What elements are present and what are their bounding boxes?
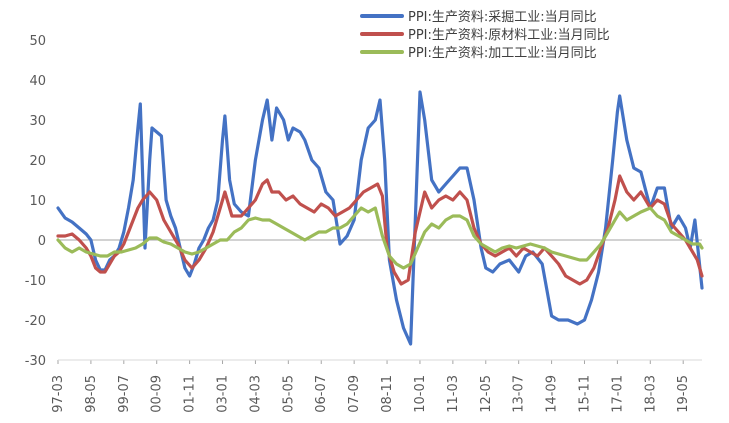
y-tick-label: 40 <box>29 74 46 89</box>
x-tick-label: 18-03 <box>643 375 658 413</box>
x-tick-label: 97-03 <box>51 375 66 413</box>
x-tick-label: 15-11 <box>577 375 592 413</box>
y-tick-label: 50 <box>29 34 46 49</box>
legend-label-1: PPI:生产资料:采掘工业:当月同比 <box>408 10 597 25</box>
series-line-2 <box>56 174 704 286</box>
x-tick-label: 04-03 <box>248 375 263 413</box>
series-layer <box>56 90 704 346</box>
x-tick-label: 01-11 <box>183 375 198 413</box>
y-tick-label: -20 <box>25 314 46 329</box>
x-tick-label: 10-01 <box>413 375 428 413</box>
x-axis: 97-03 98-05 99-07 00-09 01-11 03-01 04-03 05-05… <box>51 239 702 413</box>
legend: PPI:生产资料:采掘工业:当月同比 PPI:生产资料:原材料工业:当月同比 PPI… <box>360 10 610 61</box>
x-tick-label: 19-05 <box>676 375 691 413</box>
y-axis: -30 -20 -10 0 10 20 30 40 50 <box>25 34 46 369</box>
y-tick-label: 30 <box>29 114 46 129</box>
legend-label-2: PPI:生产资料:原材料工业:当月同比 <box>408 28 610 43</box>
x-tick-label: 99-07 <box>117 375 132 413</box>
series-line-1 <box>56 90 704 346</box>
x-tick-label: 08-11 <box>380 375 395 413</box>
y-tick-label: 20 <box>29 154 46 169</box>
x-tick-label: 13-07 <box>512 375 527 413</box>
y-tick-label: -30 <box>25 354 46 369</box>
x-tick-label: 14-09 <box>545 375 560 413</box>
x-tick-label: 07-09 <box>347 375 362 413</box>
x-tick-label: 17-01 <box>610 375 625 413</box>
x-tick-label: 06-07 <box>314 375 329 413</box>
x-tick-label: 11-03 <box>446 375 461 413</box>
x-tick-label: 03-01 <box>216 375 231 413</box>
y-tick-label: 0 <box>38 234 46 249</box>
x-tick-label: 98-05 <box>84 375 99 413</box>
x-tick-label: 00-09 <box>150 375 165 413</box>
series-line-3 <box>56 206 704 270</box>
y-tick-label: 10 <box>29 194 46 209</box>
x-tick-label: 05-05 <box>281 375 296 413</box>
y-tick-label: -10 <box>25 274 46 289</box>
legend-label-3: PPI:生产资料:加工工业:当月同比 <box>408 46 597 61</box>
x-tick-label: 12-05 <box>479 375 494 413</box>
